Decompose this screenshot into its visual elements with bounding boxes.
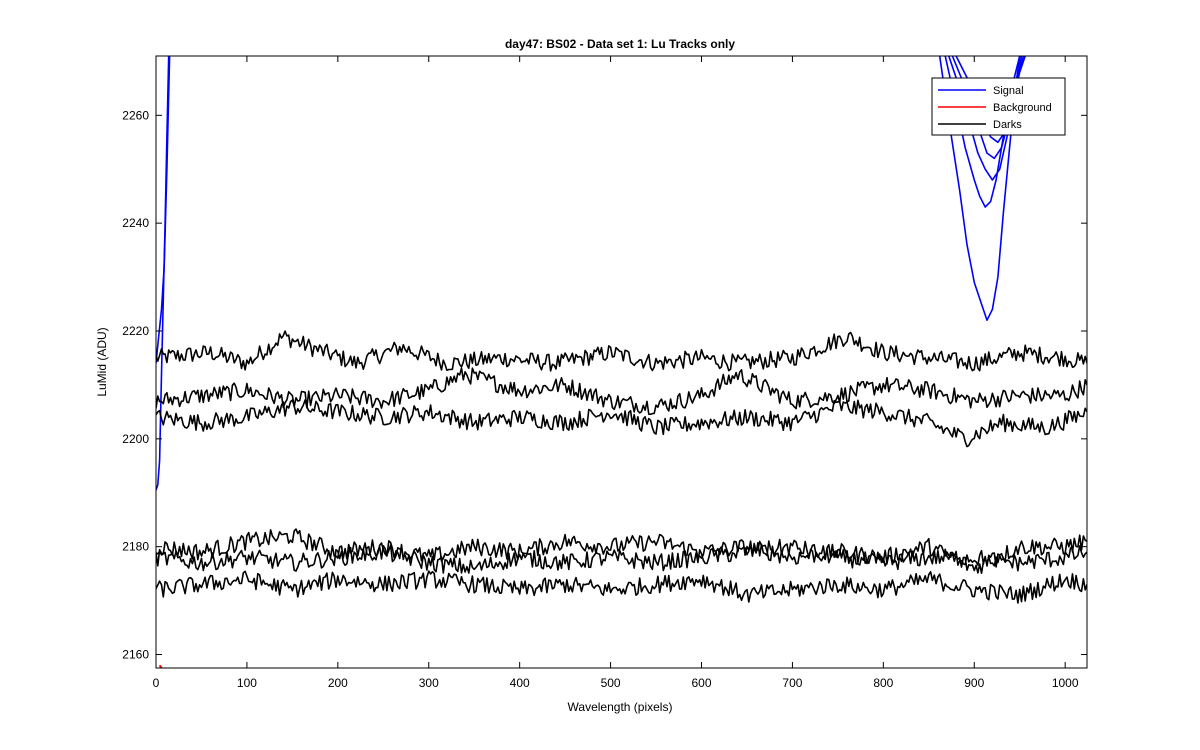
y-tick-label-2160: 2160 bbox=[122, 648, 149, 662]
legend-label-signal: Signal bbox=[993, 85, 1024, 97]
x-tick-label-300: 300 bbox=[419, 676, 439, 690]
chart-title: day47: BS02 - Data set 1: Lu Tracks only bbox=[505, 37, 735, 51]
plot-frame bbox=[155, 55, 1088, 669]
x-tick-label-1000: 1000 bbox=[1052, 676, 1079, 690]
series-line-darks-10 bbox=[156, 399, 1087, 448]
x-tick-label-900: 900 bbox=[964, 676, 984, 690]
y-axis-label: LuMid (ADU) bbox=[95, 327, 109, 396]
x-tick-label-0: 0 bbox=[153, 676, 160, 690]
y-tick-label-2180: 2180 bbox=[122, 540, 149, 554]
x-tick-label-600: 600 bbox=[691, 676, 711, 690]
x-tick-label-800: 800 bbox=[873, 676, 893, 690]
y-tick-label-2220: 2220 bbox=[122, 324, 149, 338]
series-line-signal-1 bbox=[156, 56, 171, 364]
legend-label-background: Background bbox=[993, 102, 1052, 114]
x-tick-label-100: 100 bbox=[237, 676, 257, 690]
axes-layer: 0 100 200 300 400 500 600 700 800 900 1000 2160 2180… bbox=[122, 56, 1087, 690]
x-tick-label-500: 500 bbox=[601, 676, 621, 690]
legend-label-darks: Darks bbox=[993, 119, 1022, 131]
series-line-darks-9 bbox=[156, 367, 1087, 416]
y-tick-label-2240: 2240 bbox=[122, 216, 149, 230]
x-tick-label-700: 700 bbox=[782, 676, 802, 690]
series-line-darks-12 bbox=[156, 538, 1087, 574]
series-line-signal-2 bbox=[938, 56, 1021, 322]
y-tick-label-2200: 2200 bbox=[122, 432, 149, 446]
y-tick-label-2260: 2260 bbox=[122, 108, 149, 122]
series-line-darks-11 bbox=[156, 528, 1087, 575]
x-tick-label-200: 200 bbox=[328, 676, 348, 690]
series-line-darks-8 bbox=[156, 330, 1087, 372]
legend: Signal Background Darks bbox=[931, 77, 1066, 136]
x-axis-label: Wavelength (pixels) bbox=[568, 700, 673, 714]
x-tick-label-400: 400 bbox=[510, 676, 530, 690]
series-layer bbox=[156, 56, 1087, 668]
series-line-darks-13 bbox=[156, 570, 1087, 604]
